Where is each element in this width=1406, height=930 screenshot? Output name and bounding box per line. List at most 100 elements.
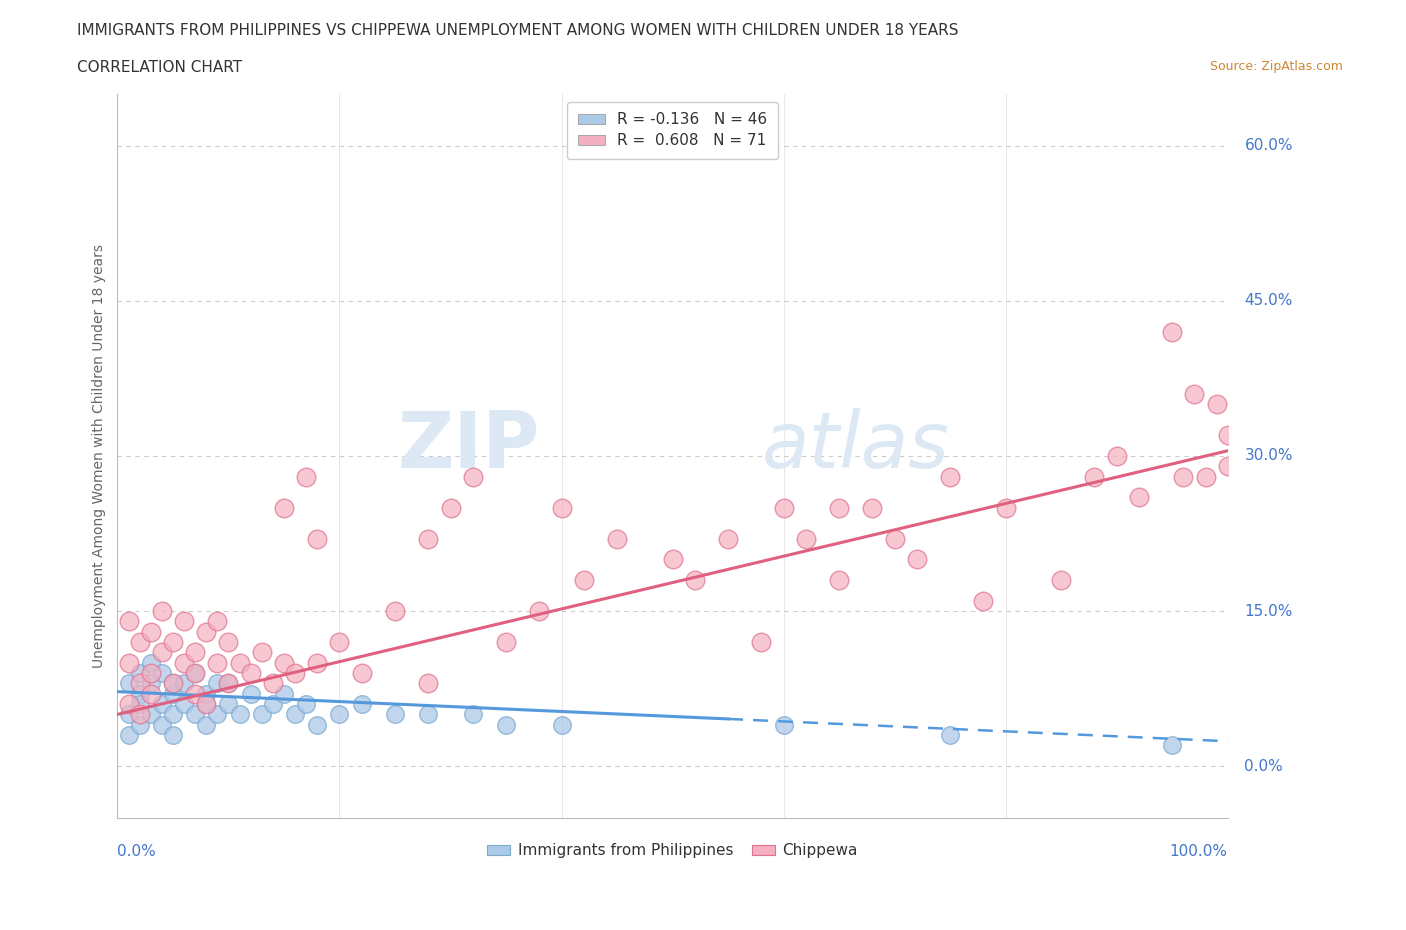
- Point: [307, 656, 329, 671]
- Point: [162, 634, 184, 649]
- Point: [350, 666, 373, 681]
- Point: [150, 717, 173, 732]
- Point: [173, 676, 195, 691]
- Text: atlas: atlas: [762, 407, 949, 484]
- Point: [128, 707, 150, 722]
- Point: [550, 717, 572, 732]
- Point: [139, 676, 162, 691]
- Point: [239, 686, 262, 701]
- Point: [195, 697, 218, 711]
- Legend: Immigrants from Philippines, Chippewa: Immigrants from Philippines, Chippewa: [481, 837, 863, 864]
- Point: [162, 727, 184, 742]
- Point: [717, 531, 740, 546]
- Point: [150, 666, 173, 681]
- Point: [1050, 573, 1073, 588]
- Point: [239, 666, 262, 681]
- Point: [328, 707, 350, 722]
- Point: [794, 531, 817, 546]
- Point: [273, 500, 295, 515]
- Point: [150, 644, 173, 659]
- Point: [1105, 448, 1128, 463]
- Point: [250, 644, 273, 659]
- Point: [150, 604, 173, 618]
- Point: [307, 717, 329, 732]
- Point: [307, 531, 329, 546]
- Point: [128, 717, 150, 732]
- Point: [162, 676, 184, 691]
- Point: [217, 697, 239, 711]
- Point: [495, 634, 517, 649]
- Point: [572, 573, 595, 588]
- Point: [461, 707, 484, 722]
- Point: [207, 614, 229, 629]
- Point: [117, 707, 139, 722]
- Point: [683, 573, 706, 588]
- Point: [117, 656, 139, 671]
- Point: [529, 604, 551, 618]
- Point: [217, 676, 239, 691]
- Point: [439, 500, 461, 515]
- Point: [939, 727, 962, 742]
- Point: [1205, 397, 1227, 412]
- Point: [972, 593, 994, 608]
- Point: [284, 707, 307, 722]
- Point: [905, 551, 928, 566]
- Point: [1128, 490, 1150, 505]
- Point: [418, 676, 440, 691]
- Point: [184, 686, 207, 701]
- Text: 15.0%: 15.0%: [1244, 604, 1292, 618]
- Point: [461, 469, 484, 484]
- Point: [273, 686, 295, 701]
- Point: [207, 676, 229, 691]
- Point: [128, 697, 150, 711]
- Point: [117, 727, 139, 742]
- Point: [195, 697, 218, 711]
- Point: [162, 707, 184, 722]
- Point: [217, 676, 239, 691]
- Point: [828, 500, 851, 515]
- Point: [173, 614, 195, 629]
- Point: [772, 500, 794, 515]
- Point: [862, 500, 884, 515]
- Text: 0.0%: 0.0%: [1244, 759, 1284, 774]
- Point: [328, 634, 350, 649]
- Point: [228, 707, 250, 722]
- Point: [139, 707, 162, 722]
- Point: [1161, 325, 1184, 339]
- Point: [883, 531, 905, 546]
- Point: [772, 717, 794, 732]
- Point: [195, 624, 218, 639]
- Point: [207, 656, 229, 671]
- Point: [184, 666, 207, 681]
- Point: [751, 634, 773, 649]
- Point: [273, 656, 295, 671]
- Point: [184, 666, 207, 681]
- Text: 45.0%: 45.0%: [1244, 293, 1292, 309]
- Point: [139, 686, 162, 701]
- Point: [117, 614, 139, 629]
- Point: [384, 604, 406, 618]
- Point: [606, 531, 628, 546]
- Point: [284, 666, 307, 681]
- Point: [195, 717, 218, 732]
- Point: [262, 697, 284, 711]
- Text: 0.0%: 0.0%: [118, 844, 156, 858]
- Point: [550, 500, 572, 515]
- Point: [1216, 428, 1239, 443]
- Point: [495, 717, 517, 732]
- Point: [384, 707, 406, 722]
- Point: [262, 676, 284, 691]
- Y-axis label: Unemployment Among Women with Children Under 18 years: Unemployment Among Women with Children U…: [93, 244, 107, 668]
- Text: CORRELATION CHART: CORRELATION CHART: [77, 60, 242, 75]
- Point: [184, 707, 207, 722]
- Point: [1161, 738, 1184, 753]
- Text: IMMIGRANTS FROM PHILIPPINES VS CHIPPEWA UNEMPLOYMENT AMONG WOMEN WITH CHILDREN U: IMMIGRANTS FROM PHILIPPINES VS CHIPPEWA …: [77, 23, 959, 38]
- Point: [195, 686, 218, 701]
- Point: [295, 697, 318, 711]
- Point: [1173, 469, 1195, 484]
- Point: [128, 634, 150, 649]
- Point: [162, 686, 184, 701]
- Point: [173, 697, 195, 711]
- Point: [228, 656, 250, 671]
- Point: [1216, 458, 1239, 473]
